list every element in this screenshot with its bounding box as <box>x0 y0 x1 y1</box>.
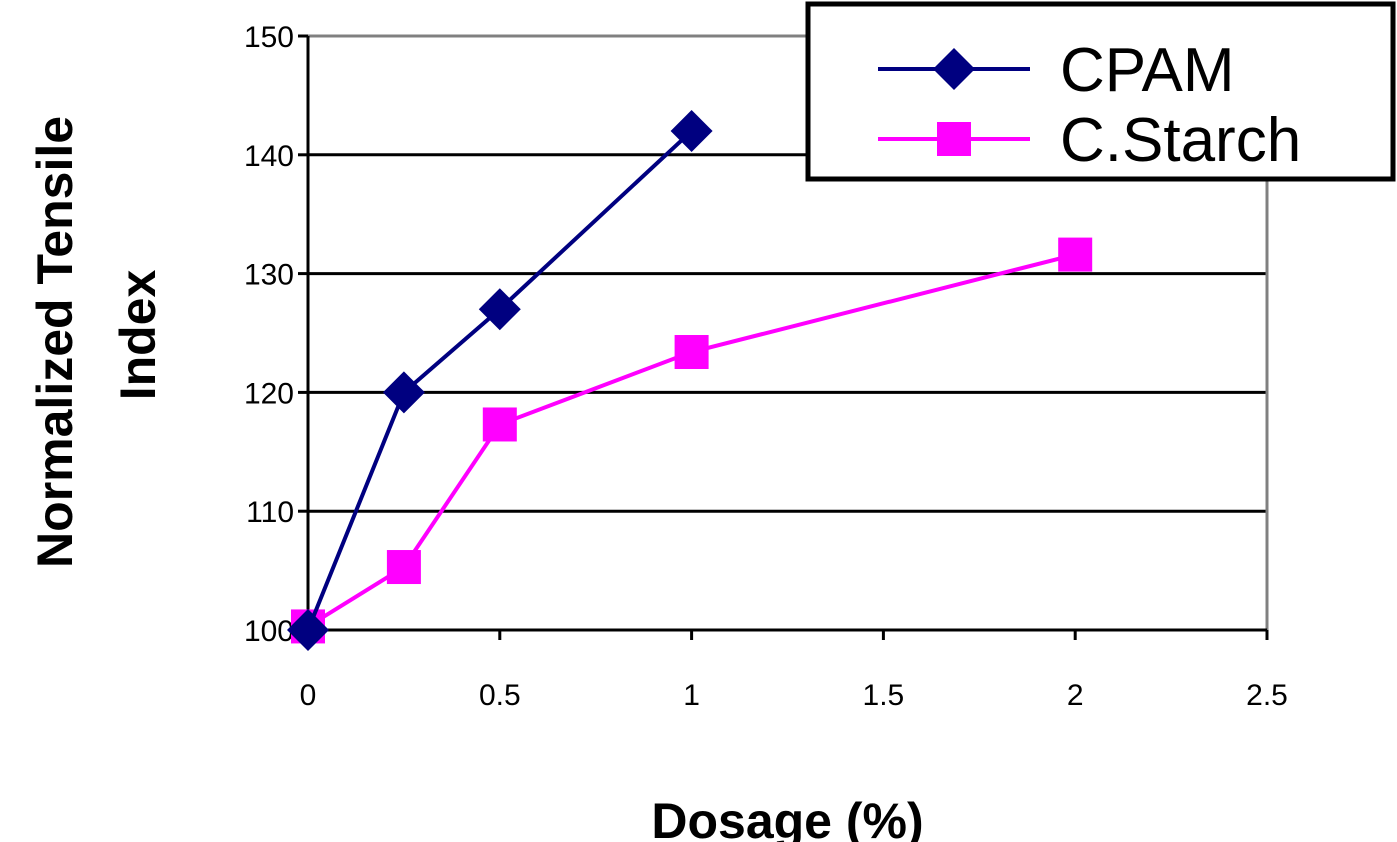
legend-entry: C.Starch <box>878 106 1301 175</box>
y-axis-title: Normalized Tensile Index <box>27 102 166 568</box>
y-tick-label: 130 <box>244 259 294 292</box>
data-point <box>386 550 421 585</box>
y-tick-label: 120 <box>244 377 294 410</box>
x-tick-label: 0 <box>300 679 317 712</box>
data-point <box>482 407 517 442</box>
legend-label: C.Starch <box>1060 106 1301 175</box>
y-tick-label: 110 <box>246 496 294 529</box>
x-tick-label: 0.5 <box>479 679 521 712</box>
y-tick-label: 140 <box>244 140 294 173</box>
x-tick-label: 1 <box>683 679 700 712</box>
data-point <box>674 335 709 370</box>
x-axis-title: Dosage (%) <box>651 793 923 842</box>
data-point <box>478 288 521 331</box>
y-axis-title-line-2: Index <box>110 270 166 401</box>
data-point <box>1058 237 1093 272</box>
x-tick-label: 2 <box>1067 679 1084 712</box>
y-axis-title-line-1: Normalized Tensile <box>27 116 83 568</box>
x-tick-label: 1.5 <box>863 679 905 712</box>
y-tick-label: 150 <box>244 21 294 54</box>
series-layer <box>287 110 1093 651</box>
x-tick-label: 2.5 <box>1246 679 1288 712</box>
legend-box <box>805 1 1396 182</box>
data-point <box>287 609 329 651</box>
legend-label: CPAM <box>1060 36 1235 105</box>
legend-entry: CPAM <box>878 36 1235 105</box>
series-cpam <box>287 110 713 651</box>
y-tick-label: 100 <box>244 615 294 648</box>
data-point <box>382 371 425 414</box>
data-point <box>670 110 713 153</box>
series-line <box>306 129 693 631</box>
legend-marker <box>937 122 971 156</box>
series-c-starch <box>291 237 1093 644</box>
legend-marker <box>933 48 975 90</box>
tick-labels: 100 110 120 130 140 150 0 0.5 1 1.5 2 2.5 <box>244 21 1288 712</box>
series-line <box>306 252 1076 629</box>
